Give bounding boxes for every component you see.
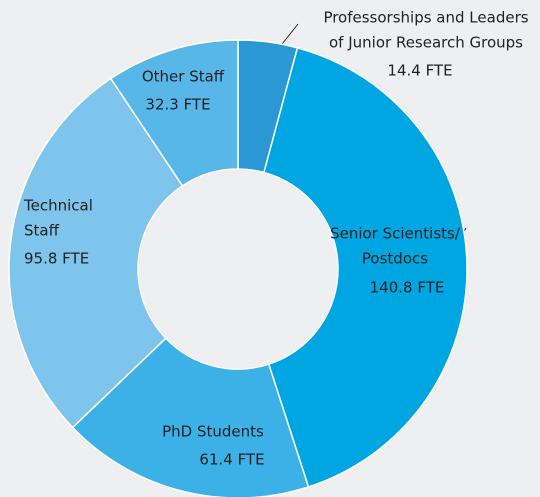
donut-segment xyxy=(71,337,310,497)
donut-segment xyxy=(8,77,184,429)
segment-label: Professorships and Leaders xyxy=(323,9,528,27)
segment-label: Staff xyxy=(24,222,60,240)
value-label: 140.8 FTE xyxy=(370,279,445,297)
segment-label: PhD Students xyxy=(162,423,264,441)
segment-label: Senior Scientists/ xyxy=(330,225,461,243)
donut-segment xyxy=(109,39,239,187)
value-label: 61.4 FTE xyxy=(199,451,264,469)
segment-label: of Junior Research Groups xyxy=(329,34,523,52)
value-label: 14.4 FTE xyxy=(387,62,452,80)
segment-label: Postdocs xyxy=(362,250,428,268)
value-label: 95.8 FTE xyxy=(24,250,89,268)
value-label: 32.3 FTE xyxy=(145,96,210,114)
donut-segment xyxy=(263,46,468,488)
donut-hole xyxy=(138,169,338,369)
segment-label: Technical xyxy=(23,197,93,215)
segment-label: Other Staff xyxy=(142,68,225,86)
